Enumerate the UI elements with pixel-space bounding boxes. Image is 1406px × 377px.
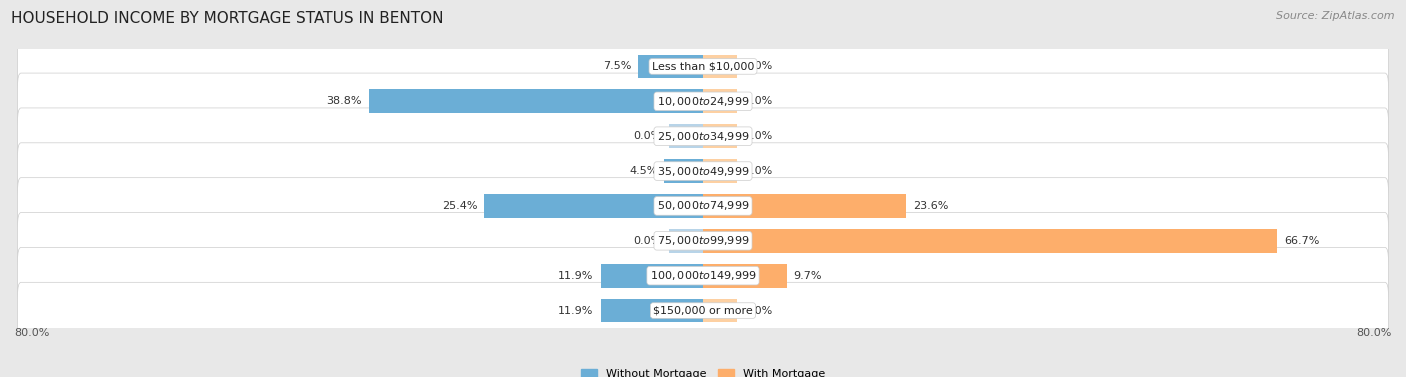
Text: 23.6%: 23.6%	[912, 201, 949, 211]
Text: 11.9%: 11.9%	[558, 271, 593, 281]
FancyBboxPatch shape	[17, 247, 1389, 304]
Text: $100,000 to $149,999: $100,000 to $149,999	[650, 269, 756, 282]
Text: 0.0%: 0.0%	[634, 131, 662, 141]
FancyBboxPatch shape	[17, 213, 1389, 269]
Bar	[703, 264, 786, 288]
Bar	[638, 55, 703, 78]
FancyBboxPatch shape	[17, 108, 1389, 164]
Bar	[703, 229, 1278, 253]
Bar	[484, 194, 703, 218]
Text: 0.0%: 0.0%	[634, 236, 662, 246]
Text: $75,000 to $99,999: $75,000 to $99,999	[657, 234, 749, 247]
Bar	[664, 159, 703, 183]
Text: 0.0%: 0.0%	[744, 96, 772, 106]
Text: 38.8%: 38.8%	[326, 96, 361, 106]
Text: $10,000 to $24,999: $10,000 to $24,999	[657, 95, 749, 108]
Text: 4.5%: 4.5%	[628, 166, 658, 176]
Text: 80.0%: 80.0%	[14, 328, 49, 338]
Bar	[703, 299, 738, 322]
Text: $35,000 to $49,999: $35,000 to $49,999	[657, 165, 749, 178]
Text: 0.0%: 0.0%	[744, 61, 772, 72]
Text: 25.4%: 25.4%	[441, 201, 478, 211]
FancyBboxPatch shape	[17, 143, 1389, 199]
Text: $25,000 to $34,999: $25,000 to $34,999	[657, 130, 749, 143]
Text: $150,000 or more: $150,000 or more	[654, 305, 752, 316]
Bar	[703, 89, 738, 113]
Text: 0.0%: 0.0%	[744, 305, 772, 316]
Text: $50,000 to $74,999: $50,000 to $74,999	[657, 199, 749, 212]
Text: 11.9%: 11.9%	[558, 305, 593, 316]
Text: Source: ZipAtlas.com: Source: ZipAtlas.com	[1277, 11, 1395, 21]
Text: HOUSEHOLD INCOME BY MORTGAGE STATUS IN BENTON: HOUSEHOLD INCOME BY MORTGAGE STATUS IN B…	[11, 11, 444, 26]
FancyBboxPatch shape	[17, 282, 1389, 339]
Text: 7.5%: 7.5%	[603, 61, 631, 72]
Bar	[669, 124, 703, 148]
Legend: Without Mortgage, With Mortgage: Without Mortgage, With Mortgage	[576, 364, 830, 377]
Bar	[703, 159, 738, 183]
FancyBboxPatch shape	[17, 73, 1389, 130]
Text: 0.0%: 0.0%	[744, 166, 772, 176]
Text: 66.7%: 66.7%	[1284, 236, 1320, 246]
FancyBboxPatch shape	[17, 178, 1389, 234]
Text: Less than $10,000: Less than $10,000	[652, 61, 754, 72]
Bar	[368, 89, 703, 113]
Bar	[600, 264, 703, 288]
Bar	[703, 194, 907, 218]
Bar	[703, 55, 738, 78]
FancyBboxPatch shape	[17, 38, 1389, 95]
Bar	[703, 124, 738, 148]
Text: 0.0%: 0.0%	[744, 131, 772, 141]
Text: 9.7%: 9.7%	[793, 271, 823, 281]
Bar	[600, 299, 703, 322]
Text: 80.0%: 80.0%	[1357, 328, 1392, 338]
Bar	[669, 229, 703, 253]
